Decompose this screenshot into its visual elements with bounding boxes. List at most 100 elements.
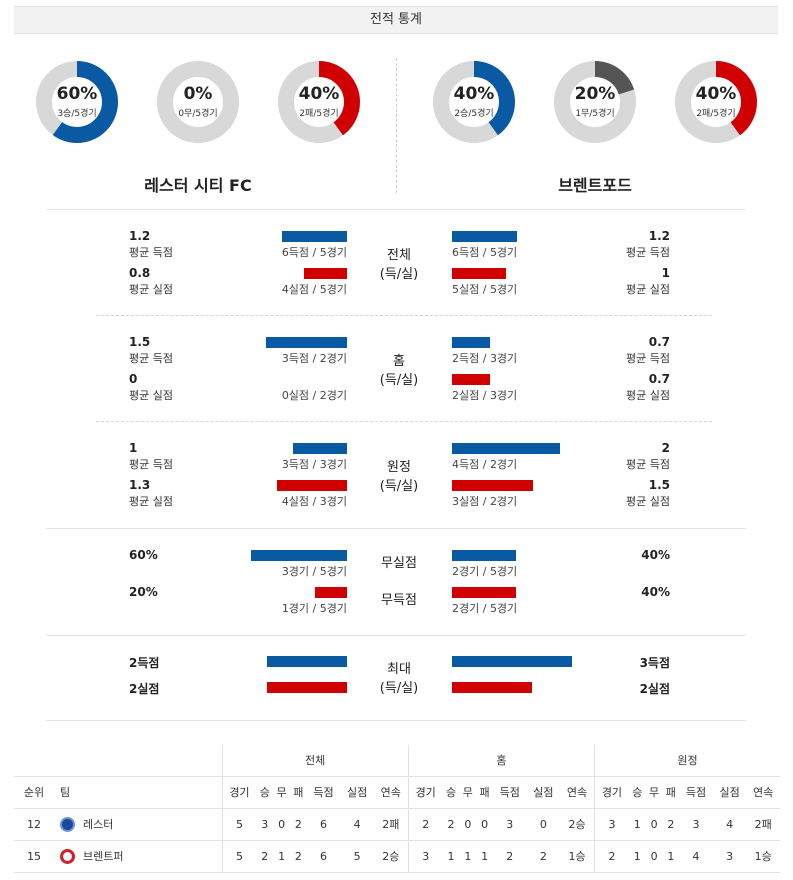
home-conceded-label: 평균 실점 bbox=[129, 495, 173, 508]
away-conceded-value: 1 bbox=[661, 266, 670, 280]
group-overall: 전체 bbox=[221, 745, 409, 776]
column-header: 승 bbox=[256, 775, 274, 809]
stat-cell: 4 bbox=[712, 808, 747, 841]
home-scored-label: 평균 득점 bbox=[129, 352, 173, 365]
team-cell[interactable]: 브렌트퍼 bbox=[54, 840, 222, 873]
away-conceded-bar bbox=[452, 480, 533, 491]
stat-cell: 2 bbox=[662, 808, 680, 841]
section-label: 최대 (득/실) bbox=[369, 660, 429, 698]
column-header: 득점 bbox=[679, 775, 713, 809]
section-divider bbox=[96, 315, 712, 316]
stat-cell: 0 bbox=[645, 840, 663, 873]
win-rate-donut: 0% 0무/5경기 bbox=[156, 60, 240, 144]
stat-cell: 1 bbox=[662, 840, 680, 873]
donut-fill bbox=[675, 61, 757, 143]
table-row: 15 브렌트퍼 5 2 1 2 6 5 2승 3 1 1 1 2 2 1승 2 1 0 1 4 3 1승 bbox=[14, 840, 780, 873]
stat-cell: 1 bbox=[628, 840, 646, 873]
home-scored-caption: 3득점 / 3경기 bbox=[281, 458, 347, 471]
stat-cell: 3 bbox=[712, 840, 747, 873]
stat-cell: 2 bbox=[593, 840, 629, 873]
divider bbox=[46, 720, 746, 721]
divider bbox=[46, 635, 746, 636]
donut-fill bbox=[554, 61, 636, 143]
section-label-line: 홈 bbox=[393, 354, 405, 369]
donut-chart bbox=[433, 61, 515, 143]
standings-group-row: 전체 홈 원정 bbox=[14, 745, 780, 776]
home-scored-value: 1.5 bbox=[129, 335, 151, 349]
home-max-conceded: 2실점 bbox=[129, 682, 160, 696]
stat-cell: 2 bbox=[289, 808, 307, 841]
donut-chart bbox=[157, 61, 239, 143]
home-conceded-value: 1.3 bbox=[129, 478, 151, 492]
column-header: 경기 bbox=[407, 775, 443, 809]
team-crest-icon bbox=[60, 817, 75, 833]
column-header: 경기 bbox=[221, 775, 257, 809]
divider bbox=[46, 528, 746, 529]
win-rate-donut: 40% 2승/5경기 bbox=[432, 60, 516, 144]
donut-caption: 2패/5경기 bbox=[696, 109, 736, 119]
stat-cell: 0 bbox=[645, 808, 663, 841]
rank-cell: 12 bbox=[14, 808, 54, 841]
donut-percent: 40% bbox=[453, 84, 495, 104]
away-scored-caption: 4득점 / 2경기 bbox=[452, 458, 518, 471]
away-conceded-caption: 2실점 / 3경기 bbox=[452, 389, 518, 402]
stat-cell: 5 bbox=[221, 840, 257, 873]
home-conceded-label: 평균 실점 bbox=[129, 283, 173, 296]
stats-header: 전적 통계 bbox=[14, 6, 778, 34]
stat-cell: 1 bbox=[273, 840, 290, 873]
stat-cell: 0 bbox=[273, 808, 290, 841]
clean-label: 무실점 bbox=[381, 556, 417, 571]
away-clean-caption: 2경기 / 5경기 bbox=[452, 565, 518, 578]
away-conceded-caption: 3실점 / 2경기 bbox=[452, 495, 518, 508]
win-rate-donut: 60% 3승/5경기 bbox=[35, 60, 119, 144]
home-conceded-bar bbox=[304, 268, 347, 279]
team-name[interactable]: 브렌트퍼 bbox=[83, 849, 124, 863]
home-noscore-value: 20% bbox=[129, 585, 158, 599]
donut-caption: 2패/5경기 bbox=[299, 109, 339, 119]
noscore-label: 무득점 bbox=[381, 593, 417, 608]
group-away: 원정 bbox=[594, 745, 780, 776]
away-max-conceded: 2실점 bbox=[639, 682, 670, 696]
away-scored-value: 0.7 bbox=[648, 335, 670, 349]
column-header: 순위 bbox=[14, 775, 54, 809]
column-header: 패 bbox=[289, 775, 307, 809]
donut-chart bbox=[278, 61, 360, 143]
section-label: 홈 (득/실) bbox=[369, 352, 429, 390]
donut-caption: 2승/5경기 bbox=[454, 109, 494, 119]
home-conceded-value: 0 bbox=[129, 372, 138, 386]
win-rate-donut: 40% 2패/5경기 bbox=[674, 60, 758, 144]
home-conceded-bar bbox=[277, 480, 347, 491]
donut-percent: 20% bbox=[574, 84, 616, 104]
home-scored-value: 1.2 bbox=[129, 229, 151, 243]
section-label-line: (득/실) bbox=[379, 373, 419, 388]
away-clean-bar bbox=[452, 550, 516, 561]
away-conceded-value: 0.7 bbox=[648, 372, 670, 386]
section-label-line: 최대 bbox=[387, 662, 411, 677]
column-header: 연속 bbox=[373, 775, 409, 809]
donut-track bbox=[157, 61, 239, 143]
home-conceded-label: 평균 실점 bbox=[129, 389, 173, 402]
home-scored-caption: 3득점 / 2경기 bbox=[281, 352, 347, 365]
column-header: 실점 bbox=[712, 775, 747, 809]
donut-fill bbox=[278, 61, 360, 143]
section-label: 원정 (득/실) bbox=[369, 458, 429, 496]
stat-cell: 2 bbox=[442, 808, 460, 841]
away-conceded-label: 평균 실점 bbox=[626, 495, 670, 508]
home-scored-bar bbox=[266, 337, 347, 348]
standings-table: 전체 홈 원정 순위 팀 경기 승 무 패 득점 실점 연속 경기 승 무 패 득점 실점 연속 경기 승 무 패 득점… bbox=[14, 745, 780, 873]
home-conceded-value: 0.8 bbox=[129, 266, 151, 280]
away-noscore-caption: 2경기 / 5경기 bbox=[452, 602, 518, 615]
away-max-conceded-bar bbox=[452, 682, 532, 693]
stat-cell: 2 bbox=[256, 840, 274, 873]
section-label-line: 전체 bbox=[387, 248, 411, 263]
group-home: 홈 bbox=[407, 745, 595, 776]
stat-cell: 2패 bbox=[746, 808, 780, 841]
team-cell[interactable]: 레스터 bbox=[54, 808, 222, 841]
column-header: 실점 bbox=[340, 775, 374, 809]
donut-caption: 1무/5경기 bbox=[575, 109, 615, 119]
home-conceded-caption: 4실점 / 3경기 bbox=[281, 495, 347, 508]
column-header: 승 bbox=[628, 775, 646, 809]
win-rate-donut: 40% 2패/5경기 bbox=[277, 60, 361, 144]
team-name[interactable]: 레스터 bbox=[83, 817, 114, 831]
donut-percent: 0% bbox=[183, 84, 213, 104]
